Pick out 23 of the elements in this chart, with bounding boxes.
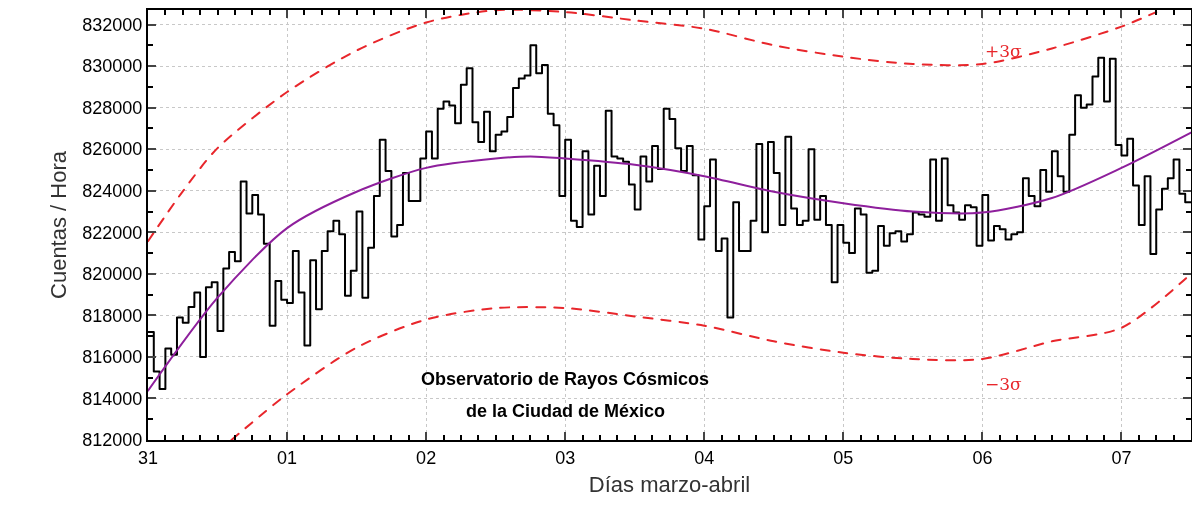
x-tick-label: 02	[416, 447, 437, 468]
annotation: Observatorio de Rayos Cósmicos	[421, 369, 710, 389]
y-tick-label: 822000	[82, 222, 143, 243]
annotation: +3σ	[985, 41, 1023, 61]
y-tick-label: 814000	[82, 388, 143, 409]
x-tick-label: 01	[277, 447, 298, 468]
y-tick-label: 824000	[82, 181, 143, 202]
y-tick-label: 830000	[82, 56, 143, 77]
y-tick-label: 820000	[82, 264, 143, 285]
x-tick-label: 06	[972, 447, 993, 468]
annotation: −3σ	[985, 374, 1023, 394]
y-tick-label: 828000	[82, 97, 143, 118]
y-tick-label: 816000	[82, 347, 143, 368]
annotation: de la Ciudad de México	[466, 401, 666, 421]
y-tick-label: 832000	[82, 14, 143, 35]
x-tick-label: 07	[1111, 447, 1132, 468]
y-tick-label: 818000	[82, 305, 143, 326]
x-tick-label: 04	[694, 447, 715, 468]
y-axis-title: Cuentas / Hora	[45, 150, 71, 299]
y-tick-label: 826000	[82, 139, 143, 160]
x-axis-title: Días marzo-abril	[588, 472, 751, 497]
x-tick-label: 05	[833, 447, 854, 468]
x-tick-label: 03	[555, 447, 576, 468]
